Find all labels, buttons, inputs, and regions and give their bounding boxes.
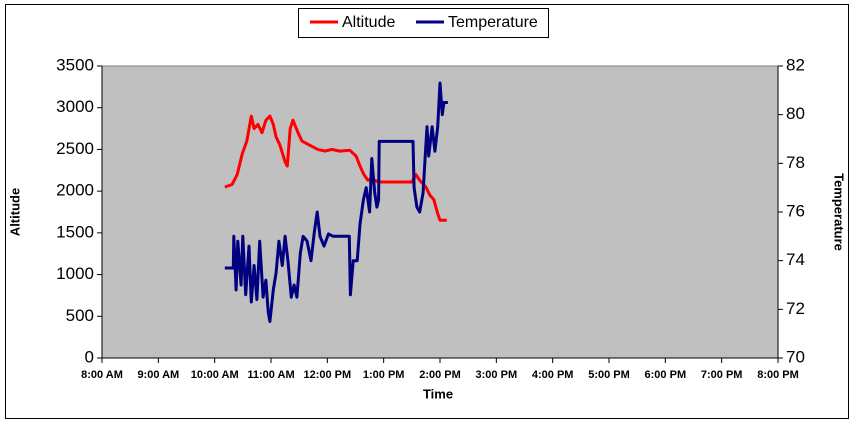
x-axis-title: Time: [423, 386, 453, 401]
y2-axis-title: Temperature: [832, 173, 847, 251]
y-axis-title: Altitude: [7, 188, 22, 236]
x-tick-label: 3:00 PM: [476, 369, 518, 381]
y-tick-label: 0: [85, 347, 94, 366]
legend-label: Altitude: [342, 14, 395, 31]
data-line: [224, 81, 448, 323]
y-tick-label: 2500: [56, 139, 94, 158]
y2-tick-label: 72: [786, 299, 805, 318]
x-tick-label: 11:00 AM: [247, 369, 294, 381]
y-tick-label: 500: [66, 306, 94, 325]
y-tick-label: 1500: [56, 222, 94, 241]
legend-label: Temperature: [448, 14, 538, 31]
y2-tick-label: 74: [786, 250, 805, 269]
plot-area: [101, 65, 779, 359]
x-tick-label: 6:00 PM: [645, 369, 687, 381]
x-tick-label: 1:00 PM: [363, 369, 405, 381]
y-tick-label: 3500: [56, 55, 94, 74]
x-tick-label: 8:00 AM: [81, 369, 123, 381]
x-tick-label: 12:00 PM: [303, 369, 351, 381]
y2-tick-label: 82: [786, 55, 805, 74]
y2-tick-label: 80: [786, 104, 805, 123]
y-tick-label: 1000: [56, 264, 94, 283]
x-tick-label: 9:00 AM: [137, 369, 179, 381]
y2-tick-label: 78: [786, 153, 805, 172]
x-tick-label: 4:00 PM: [532, 369, 574, 381]
x-tick-label: 2:00 PM: [419, 369, 461, 381]
x-tick-label: 10:00 AM: [191, 369, 239, 381]
x-tick-label: 7:00 PM: [701, 369, 743, 381]
y2-tick-label: 70: [786, 347, 805, 366]
x-tick-label: 8:00 PM: [757, 369, 799, 381]
data-line: [224, 114, 447, 222]
y2-tick-label: 76: [786, 201, 805, 220]
y-tick-label: 3000: [56, 97, 94, 116]
x-tick-label: 5:00 PM: [588, 369, 630, 381]
y-tick-label: 2000: [56, 181, 94, 200]
